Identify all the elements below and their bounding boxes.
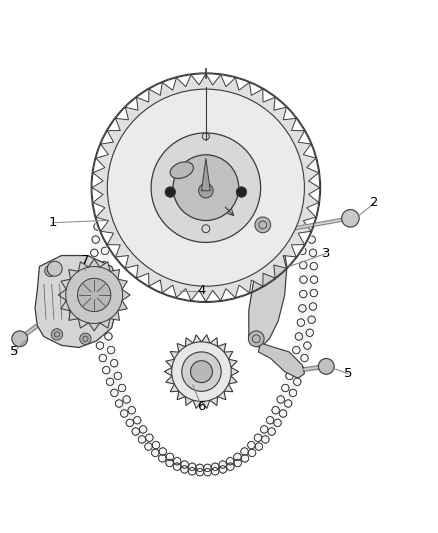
Text: 5: 5: [10, 345, 18, 358]
Circle shape: [47, 261, 62, 276]
Polygon shape: [249, 216, 287, 348]
Polygon shape: [35, 255, 118, 348]
Circle shape: [160, 330, 243, 413]
Circle shape: [12, 331, 28, 346]
Circle shape: [318, 359, 334, 374]
Text: 6: 6: [197, 400, 206, 413]
Circle shape: [51, 329, 63, 340]
Ellipse shape: [89, 83, 318, 477]
Text: 7: 7: [81, 254, 90, 268]
Circle shape: [173, 155, 239, 221]
Ellipse shape: [108, 96, 299, 464]
Circle shape: [342, 209, 359, 227]
Circle shape: [107, 89, 304, 286]
Text: 1: 1: [48, 216, 57, 229]
Text: 4: 4: [197, 284, 206, 297]
Circle shape: [255, 217, 271, 233]
Polygon shape: [92, 74, 320, 302]
Circle shape: [236, 187, 247, 197]
Polygon shape: [58, 259, 130, 331]
Polygon shape: [164, 335, 239, 408]
Circle shape: [78, 278, 111, 312]
Circle shape: [80, 333, 91, 344]
Circle shape: [172, 342, 231, 401]
Circle shape: [248, 331, 264, 346]
Circle shape: [198, 183, 213, 198]
Circle shape: [151, 133, 261, 243]
Circle shape: [182, 352, 221, 391]
Polygon shape: [258, 343, 304, 378]
Circle shape: [90, 71, 322, 304]
Ellipse shape: [170, 162, 194, 179]
Circle shape: [191, 361, 212, 383]
Text: 3: 3: [322, 247, 331, 260]
Circle shape: [66, 266, 123, 324]
Text: 2: 2: [370, 197, 379, 209]
Polygon shape: [201, 158, 210, 191]
Text: 5: 5: [344, 367, 353, 381]
Circle shape: [165, 187, 176, 197]
Circle shape: [45, 265, 56, 277]
